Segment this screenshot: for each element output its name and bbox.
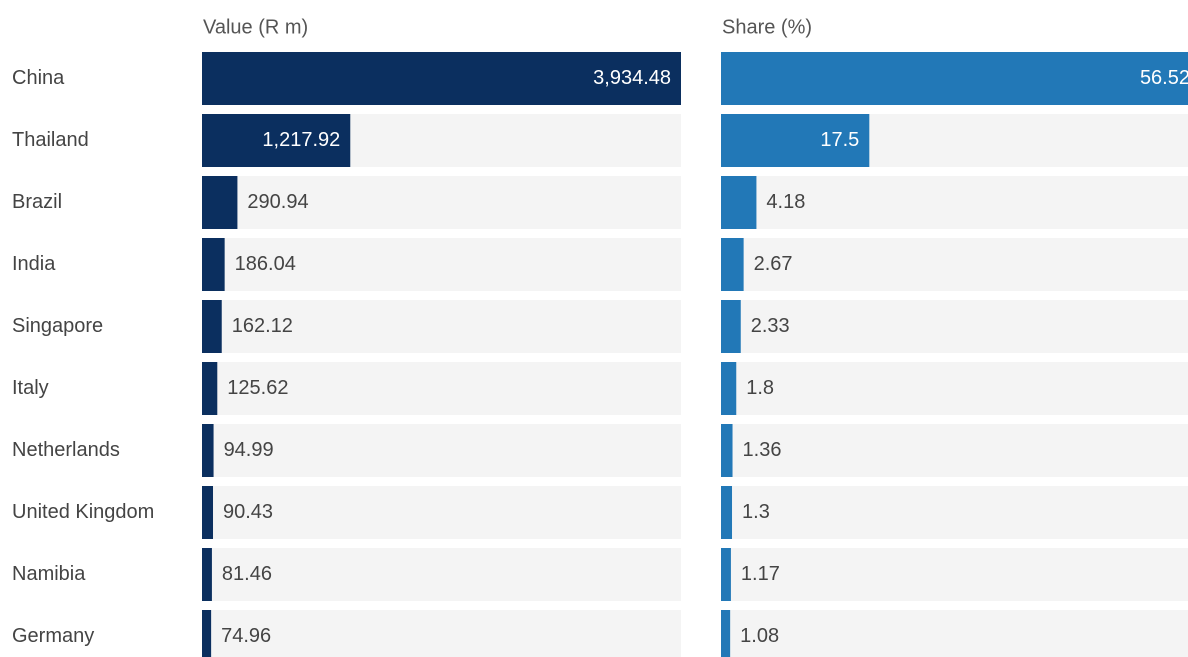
value-label: 81.46 bbox=[222, 563, 272, 585]
value-label: 186.04 bbox=[235, 253, 296, 275]
bar-track bbox=[202, 362, 681, 415]
bar-track bbox=[721, 362, 1188, 415]
bar bbox=[721, 300, 741, 353]
bar-track bbox=[202, 548, 681, 601]
bar bbox=[721, 52, 1188, 105]
bar-track bbox=[721, 548, 1188, 601]
column-header: Share (%) bbox=[722, 16, 812, 38]
category-label: Italy bbox=[12, 377, 49, 399]
bar bbox=[202, 114, 351, 167]
bar-track bbox=[202, 486, 681, 539]
bar bbox=[721, 238, 744, 291]
bar bbox=[202, 610, 212, 657]
value-label: 1.17 bbox=[741, 563, 780, 585]
value-label: 74.96 bbox=[221, 625, 271, 647]
category-label: India bbox=[12, 253, 56, 275]
bar-track bbox=[202, 238, 681, 291]
bar bbox=[202, 424, 214, 477]
bar-track bbox=[202, 176, 681, 229]
bar bbox=[721, 424, 733, 477]
value-label: 94.99 bbox=[224, 439, 274, 461]
value-label: 290.94 bbox=[247, 191, 308, 213]
bar-track bbox=[202, 424, 681, 477]
category-label: Namibia bbox=[12, 563, 86, 585]
bar-track bbox=[202, 300, 681, 353]
bar bbox=[202, 548, 212, 601]
value-label: 2.67 bbox=[754, 253, 793, 275]
value-label: 1,217.92 bbox=[262, 129, 340, 151]
value-label: 90.43 bbox=[223, 501, 273, 523]
value-label: 56.52 bbox=[1140, 67, 1188, 89]
bar bbox=[721, 362, 737, 415]
value-label: 17.5 bbox=[820, 129, 859, 151]
bar bbox=[202, 52, 681, 105]
bar bbox=[202, 300, 222, 353]
bar-track bbox=[721, 300, 1188, 353]
bar-track bbox=[721, 176, 1188, 229]
value-label: 1.8 bbox=[746, 377, 774, 399]
value-label: 1.08 bbox=[740, 625, 779, 647]
bar-track bbox=[721, 424, 1188, 477]
value-label: 4.18 bbox=[766, 191, 805, 213]
bar bbox=[721, 114, 870, 167]
value-label: 1.36 bbox=[743, 439, 782, 461]
bar-track bbox=[202, 610, 681, 657]
category-label: United Kingdom bbox=[12, 501, 154, 523]
category-label: Germany bbox=[12, 625, 94, 647]
bar bbox=[202, 176, 238, 229]
category-label: China bbox=[12, 67, 65, 89]
bar bbox=[202, 486, 214, 539]
column-header: Value (R m) bbox=[203, 16, 308, 38]
value-label: 125.62 bbox=[227, 377, 288, 399]
bar-track bbox=[721, 486, 1188, 539]
bar bbox=[721, 176, 757, 229]
category-label: Brazil bbox=[12, 191, 62, 213]
category-label: Thailand bbox=[12, 129, 89, 151]
value-label: 162.12 bbox=[232, 315, 293, 337]
bar-track bbox=[721, 610, 1188, 657]
bar-track bbox=[721, 238, 1188, 291]
bar bbox=[202, 238, 225, 291]
bar bbox=[202, 362, 218, 415]
category-label: Netherlands bbox=[12, 439, 120, 461]
bar bbox=[721, 610, 731, 657]
value-label: 3,934.48 bbox=[593, 67, 671, 89]
value-label: 1.3 bbox=[742, 501, 770, 523]
category-label: Singapore bbox=[12, 315, 103, 337]
bar bbox=[721, 548, 731, 601]
bar bbox=[721, 486, 733, 539]
value-label: 2.33 bbox=[751, 315, 790, 337]
